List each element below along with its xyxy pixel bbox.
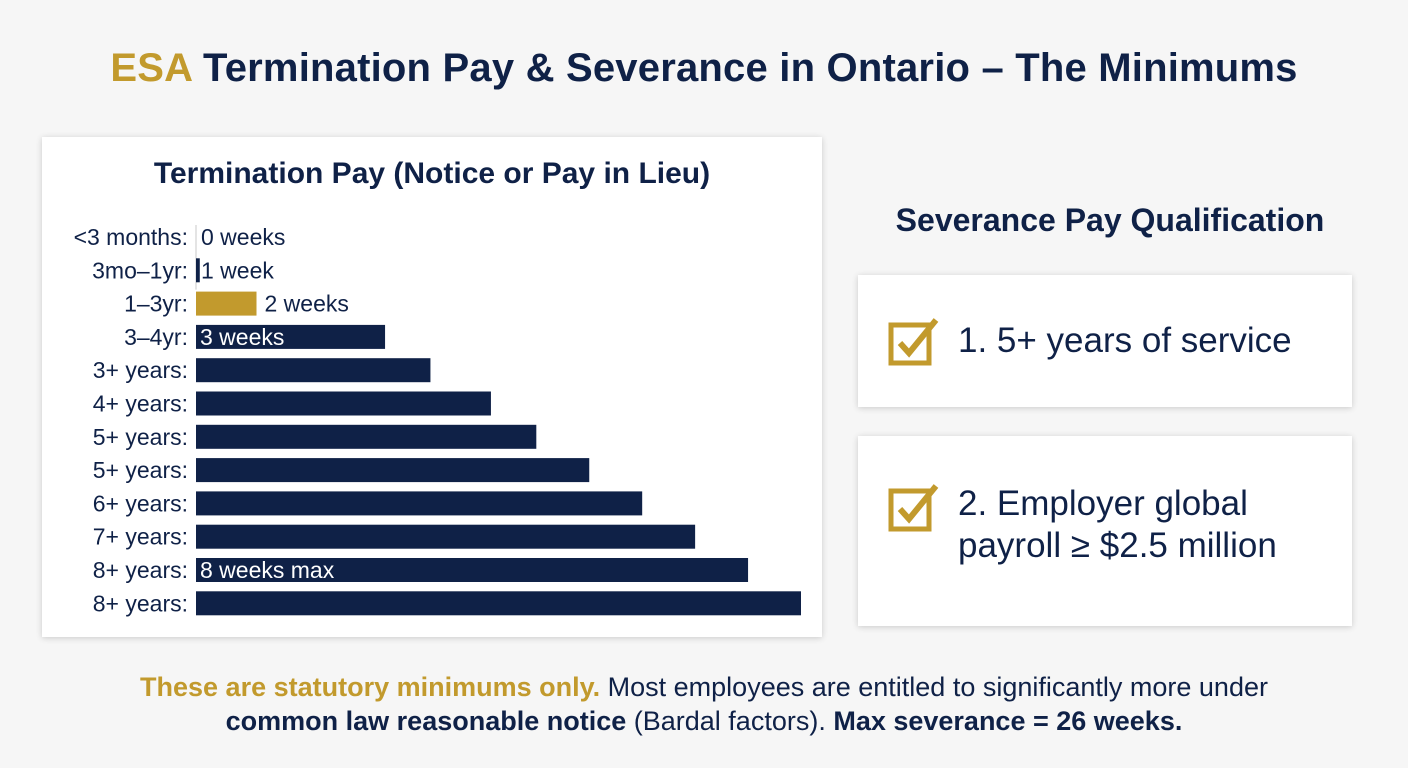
- bar: [196, 291, 257, 316]
- bar: [196, 458, 590, 483]
- qualification-card-service: 1. 5+ years of service: [858, 275, 1352, 407]
- footer-bold-2: Max severance = 26 weeks.: [833, 706, 1183, 736]
- bar: [196, 491, 643, 516]
- category-label: 3–4yr:: [124, 324, 188, 350]
- bar: [196, 591, 801, 616]
- qualification-title: Severance Pay Qualification: [895, 202, 1325, 238]
- category-label: 6+ years:: [93, 490, 188, 516]
- category-label: 4+ years:: [93, 391, 188, 417]
- category-label: 1–3yr:: [124, 291, 188, 317]
- category-label: 3+ years:: [93, 357, 188, 383]
- category-label: 7+ years:: [93, 524, 188, 550]
- checkbox-checked-icon: [888, 484, 939, 532]
- title-rest: Termination Pay & Severance in Ontario –…: [191, 46, 1298, 90]
- data-label: 0 weeks: [201, 224, 285, 250]
- qualification-service-text: 1. 5+ years of service: [958, 321, 1292, 360]
- data-label: 8 weeks max: [200, 557, 335, 583]
- qualification-card-payroll: 2. Employer global payroll ≥ $2.5 millio…: [858, 436, 1352, 626]
- data-label: 2 weeks: [265, 291, 349, 317]
- termination-pay-chart: <3 months: 0 weeks 3mo–1yr: 1 week 1–3yr: 2 w…: [74, 224, 801, 616]
- bar: [196, 558, 749, 582]
- chart-title: Termination Pay (Notice or Pay in Lieu): [153, 157, 711, 190]
- category-label: 8+ years:: [93, 590, 188, 616]
- bar: [196, 258, 200, 283]
- data-label: 1 week: [201, 257, 274, 283]
- category-label: 8+ years:: [93, 557, 188, 583]
- footer-text-2: (Bardal factors).: [626, 706, 834, 736]
- title-accent: ESA: [110, 46, 192, 90]
- bar: [196, 524, 696, 549]
- bar: [196, 358, 431, 383]
- category-label: 5+ years:: [93, 424, 188, 450]
- page-title: ESA Termination Pay & Severance in Ontar…: [0, 46, 1408, 91]
- footer-note: These are statutory minimums only. Most …: [0, 670, 1408, 738]
- termination-pay-chart-card: Termination Pay (Notice or Pay in Lieu) …: [42, 137, 822, 637]
- category-label: 5+ years:: [93, 457, 188, 483]
- bar: [196, 391, 491, 416]
- footer-highlight: These are statutory minimums only.: [140, 672, 601, 702]
- data-label: 3 weeks: [200, 324, 284, 350]
- category-label: 3mo–1yr:: [92, 257, 188, 283]
- qualification-payroll-text: 2. Employer global payroll ≥ $2.5 millio…: [958, 484, 1277, 565]
- category-label: <3 months:: [74, 224, 188, 250]
- checkbox-checked-icon: [888, 318, 939, 366]
- footer-text-1: Most employees are entitled to significa…: [600, 672, 1268, 702]
- footer-bold-1: common law reasonable notice: [225, 706, 627, 736]
- bar: [196, 424, 537, 449]
- bar: [196, 324, 386, 349]
